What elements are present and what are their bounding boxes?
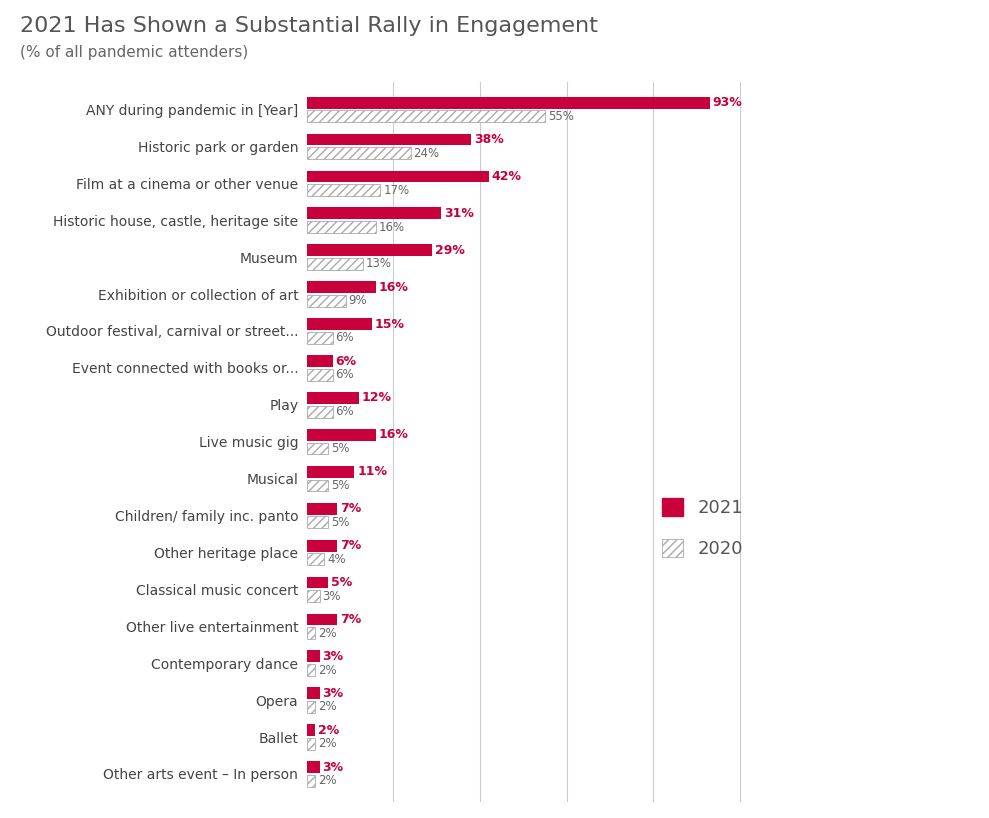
- Text: 15%: 15%: [375, 317, 405, 330]
- Bar: [307, 281, 376, 293]
- Text: 29%: 29%: [435, 244, 465, 257]
- Bar: [307, 516, 328, 528]
- Text: 16%: 16%: [379, 281, 408, 294]
- Bar: [307, 429, 376, 441]
- Text: 13%: 13%: [366, 258, 392, 271]
- Text: 2%: 2%: [318, 775, 337, 787]
- Text: 2021 Has Shown a Substantial Rally in Engagement: 2021 Has Shown a Substantial Rally in En…: [20, 16, 597, 36]
- Text: 6%: 6%: [335, 331, 354, 344]
- Bar: [307, 245, 432, 256]
- Text: 11%: 11%: [357, 465, 388, 479]
- Text: 2%: 2%: [318, 700, 337, 713]
- Text: 5%: 5%: [331, 442, 350, 455]
- Text: 42%: 42%: [492, 170, 521, 183]
- Text: 3%: 3%: [322, 590, 341, 603]
- Text: 6%: 6%: [335, 368, 354, 381]
- Text: 31%: 31%: [444, 207, 474, 220]
- Bar: [307, 392, 359, 404]
- Text: 17%: 17%: [384, 184, 409, 196]
- Text: 7%: 7%: [340, 502, 361, 515]
- Bar: [307, 332, 332, 344]
- Text: 3%: 3%: [322, 687, 344, 699]
- Bar: [307, 591, 319, 602]
- Bar: [307, 479, 328, 492]
- Text: 5%: 5%: [331, 516, 350, 529]
- Bar: [307, 208, 441, 219]
- Text: 38%: 38%: [475, 133, 504, 146]
- Text: 7%: 7%: [340, 613, 361, 626]
- Bar: [307, 762, 319, 773]
- Bar: [307, 554, 324, 565]
- Bar: [307, 650, 319, 663]
- Text: 16%: 16%: [379, 429, 408, 442]
- Bar: [307, 687, 319, 699]
- Text: 2%: 2%: [318, 737, 337, 750]
- Bar: [307, 221, 376, 233]
- Text: 12%: 12%: [362, 392, 392, 404]
- Text: 16%: 16%: [379, 221, 405, 234]
- Bar: [307, 701, 315, 712]
- Text: 5%: 5%: [331, 479, 350, 492]
- Bar: [307, 503, 337, 515]
- Bar: [307, 577, 328, 588]
- Text: 24%: 24%: [413, 146, 440, 160]
- Bar: [307, 295, 345, 307]
- Text: 55%: 55%: [548, 110, 574, 123]
- Bar: [307, 133, 471, 146]
- Text: 4%: 4%: [327, 553, 345, 566]
- Bar: [307, 147, 410, 160]
- Bar: [307, 355, 332, 367]
- Bar: [307, 775, 315, 787]
- Text: 6%: 6%: [335, 354, 357, 367]
- Bar: [307, 738, 315, 750]
- Bar: [307, 318, 372, 330]
- Bar: [307, 171, 489, 182]
- Bar: [307, 724, 315, 736]
- Text: 6%: 6%: [335, 405, 354, 418]
- Text: 2%: 2%: [318, 724, 339, 737]
- Bar: [307, 443, 328, 455]
- Text: 2%: 2%: [318, 663, 337, 676]
- Legend: 2021, 2020: 2021, 2020: [653, 489, 753, 568]
- Bar: [307, 369, 332, 380]
- Bar: [307, 184, 380, 196]
- Bar: [307, 97, 709, 109]
- Bar: [307, 664, 315, 676]
- Bar: [307, 258, 363, 270]
- Text: 2%: 2%: [318, 627, 337, 640]
- Text: 9%: 9%: [348, 294, 367, 308]
- Text: 5%: 5%: [331, 576, 352, 589]
- Bar: [307, 540, 337, 551]
- Bar: [307, 406, 332, 417]
- Text: 93%: 93%: [712, 97, 743, 109]
- Text: 3%: 3%: [322, 761, 344, 774]
- Text: 7%: 7%: [340, 539, 361, 552]
- Text: (% of all pandemic attenders): (% of all pandemic attenders): [20, 45, 248, 60]
- Bar: [307, 466, 354, 478]
- Text: 3%: 3%: [322, 649, 344, 663]
- Bar: [307, 110, 545, 122]
- Bar: [307, 627, 315, 639]
- Bar: [307, 614, 337, 626]
